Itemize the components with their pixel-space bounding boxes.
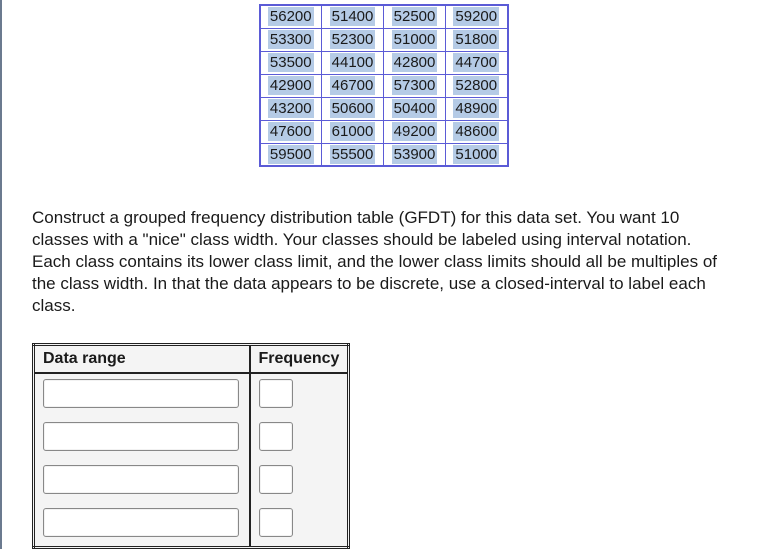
table-row: 42900 46700 57300 52800 xyxy=(260,74,508,97)
data-cell: 53300 xyxy=(268,30,314,49)
data-cell: 49200 xyxy=(392,122,438,141)
page-content: 56200 51400 52500 59200 53300 52300 5100… xyxy=(0,0,763,549)
frequency-input[interactable] xyxy=(259,379,293,408)
table-row: 43200 50600 50400 48900 xyxy=(260,97,508,120)
gfdt-header-frequency: Frequency xyxy=(250,345,349,374)
data-cell: 48600 xyxy=(453,122,499,141)
range-input[interactable] xyxy=(43,465,239,494)
frequency-input[interactable] xyxy=(259,508,293,537)
data-cell: 51000 xyxy=(392,30,438,49)
table-row: 47600 61000 49200 48600 xyxy=(260,120,508,143)
data-cell: 56200 xyxy=(268,7,314,26)
gfdt-row xyxy=(34,373,349,417)
data-cell: 44700 xyxy=(453,53,499,72)
data-cell: 42900 xyxy=(268,76,314,95)
frequency-input[interactable] xyxy=(259,422,293,451)
instructions-text: Construct a grouped frequency distributi… xyxy=(32,207,732,317)
data-table-container: 56200 51400 52500 59200 53300 52300 5100… xyxy=(32,0,735,167)
gfdt-container: Data range Frequency xyxy=(32,343,735,549)
data-cell: 61000 xyxy=(330,122,376,141)
data-cell: 48900 xyxy=(453,99,499,118)
table-row: 56200 51400 52500 59200 xyxy=(260,5,508,28)
data-cell: 57300 xyxy=(392,76,438,95)
gfdt-row xyxy=(34,417,349,460)
data-cell: 51400 xyxy=(330,7,376,26)
data-cell: 51000 xyxy=(453,145,499,164)
data-cell: 53500 xyxy=(268,53,314,72)
data-cell: 52300 xyxy=(330,30,376,49)
gfdt-row xyxy=(34,460,349,503)
data-cell: 50600 xyxy=(330,99,376,118)
gfdt-row xyxy=(34,503,349,548)
data-cell: 51800 xyxy=(453,30,499,49)
range-input[interactable] xyxy=(43,508,239,537)
data-cell: 47600 xyxy=(268,122,314,141)
table-row: 59500 55500 53900 51000 xyxy=(260,143,508,166)
data-table-body: 56200 51400 52500 59200 53300 52300 5100… xyxy=(260,5,508,166)
range-input[interactable] xyxy=(43,422,239,451)
data-cell: 50400 xyxy=(392,99,438,118)
data-cell: 42800 xyxy=(392,53,438,72)
table-row: 53500 44100 42800 44700 xyxy=(260,51,508,74)
gfdt-header-range: Data range xyxy=(34,345,250,374)
data-cell: 46700 xyxy=(330,76,376,95)
table-row: 53300 52300 51000 51800 xyxy=(260,28,508,51)
data-cell: 43200 xyxy=(268,99,314,118)
data-cell: 52800 xyxy=(453,76,499,95)
data-cell: 53900 xyxy=(392,145,438,164)
data-cell: 59200 xyxy=(453,7,499,26)
data-table: 56200 51400 52500 59200 53300 52300 5100… xyxy=(259,4,509,167)
gfdt-table: Data range Frequency xyxy=(32,343,350,549)
data-cell: 44100 xyxy=(330,53,376,72)
frequency-input[interactable] xyxy=(259,465,293,494)
data-cell: 55500 xyxy=(330,145,376,164)
data-cell: 59500 xyxy=(268,145,314,164)
range-input[interactable] xyxy=(43,379,239,408)
data-cell: 52500 xyxy=(392,7,438,26)
